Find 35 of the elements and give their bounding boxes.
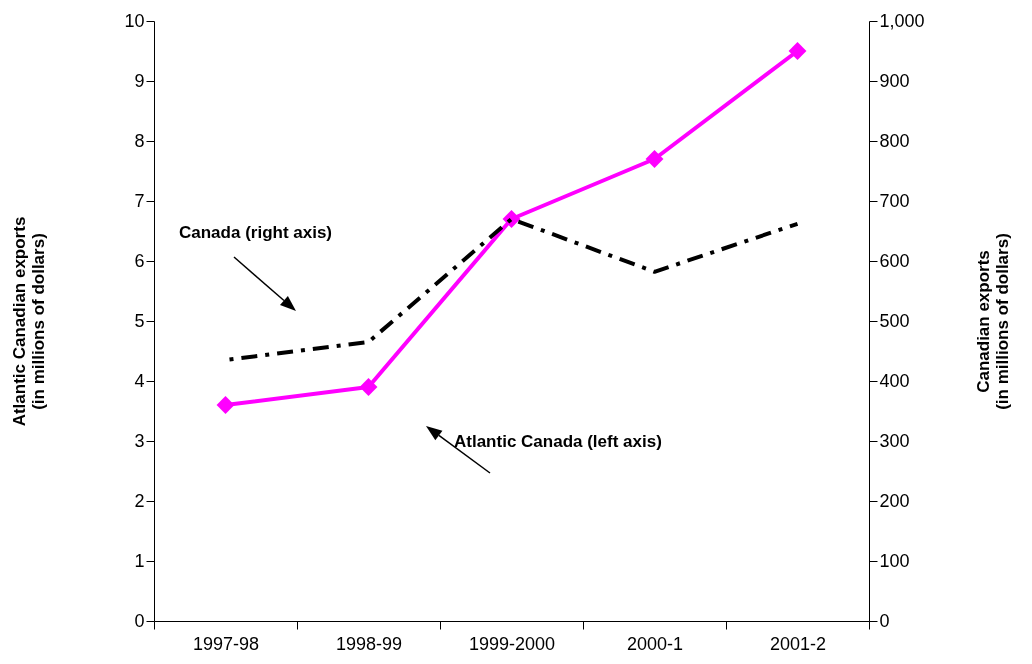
y2-tick-label: 1,000 — [879, 10, 925, 31]
point — [645, 150, 664, 168]
y-tick-label: 10 — [124, 10, 145, 31]
y-tick-label: 0 — [134, 610, 145, 631]
y-tick-label: 8 — [134, 130, 145, 151]
y2-tick-label: 0 — [879, 610, 890, 631]
y-tick-label: 2 — [134, 490, 145, 511]
y2-tick-label: 800 — [879, 130, 910, 151]
y2-tick-label: 500 — [879, 310, 910, 331]
x-tick-label: 1999-2000 — [468, 633, 556, 654]
y2-axis-title: Canadian exports (in millions of dollars) — [973, 233, 1012, 410]
annotation: Atlantic Canada (left axis) — [454, 432, 662, 451]
y2-tick-label: 700 — [879, 190, 910, 211]
x-tick-label: 1997-98 — [192, 633, 260, 654]
y2-tick-label: 900 — [879, 70, 910, 91]
y-tick-label: 5 — [134, 310, 145, 331]
y-tick-label: 9 — [134, 70, 145, 91]
y2-tick-label: 200 — [879, 490, 910, 511]
y-tick-label: 3 — [134, 430, 145, 451]
y-tick-label: 7 — [134, 190, 145, 211]
y-tick-label: 6 — [134, 250, 145, 271]
point — [359, 378, 378, 396]
y2-tick-label: 100 — [879, 550, 910, 571]
x-tick-label: 1998-99 — [335, 633, 403, 654]
point — [216, 396, 235, 414]
x-tick-label: 2000-1 — [626, 633, 684, 654]
y-axis-title: Atlantic Canadian exports (in millions of dollars) — [10, 216, 49, 427]
annotation: Canada (right axis) — [179, 223, 333, 242]
y2-tick-label: 600 — [879, 250, 910, 271]
y2-tick-label: 400 — [879, 370, 910, 391]
y2-tick-label: 300 — [879, 430, 910, 451]
point — [788, 42, 807, 60]
y-tick-label: 4 — [134, 370, 145, 391]
x-tick-label: 2001-2 — [769, 633, 827, 654]
y-tick-label: 1 — [134, 550, 145, 571]
